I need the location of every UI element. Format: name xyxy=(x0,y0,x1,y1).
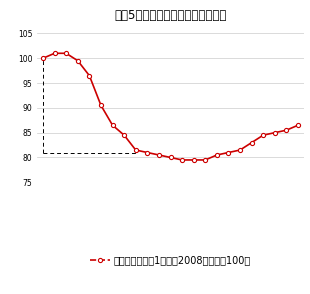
Title: 都心5区のオフィスビルの購貸収入: 都心5区のオフィスビルの購貸収入 xyxy=(114,9,227,22)
Legend: 購貸収入（直近1年間。2008年上期＝100）: 購貸収入（直近1年間。2008年上期＝100） xyxy=(86,252,255,270)
